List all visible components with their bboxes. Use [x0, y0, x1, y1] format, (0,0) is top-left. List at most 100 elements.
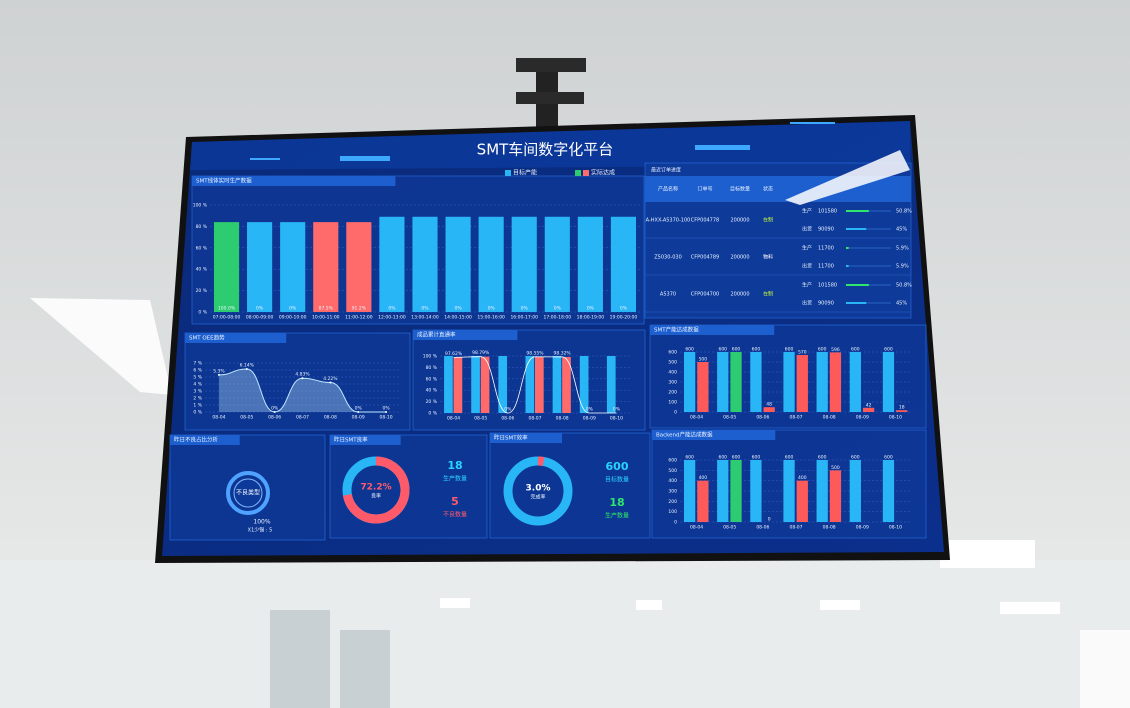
y-tick-label: 0 % — [198, 310, 207, 316]
point — [273, 411, 276, 413]
area — [218, 369, 387, 412]
value-label: 600 — [818, 455, 827, 461]
progress-track — [846, 265, 891, 267]
y-tick-label: 100 % — [423, 354, 438, 360]
center-label: 不良类型 — [236, 489, 260, 497]
value-label: 18 — [899, 405, 905, 411]
bar — [525, 356, 535, 413]
value-label: 42 — [866, 402, 872, 408]
progress-label: 生产 — [802, 245, 812, 252]
x-tick-label: 08-08 — [556, 416, 569, 422]
y-tick-label: 7 % — [193, 361, 202, 367]
bar — [346, 222, 372, 312]
progress-label: 生产 — [802, 208, 812, 215]
x-tick-label: 08-10 — [610, 416, 623, 422]
order-number: CFP004778 — [691, 218, 719, 224]
stat-value: 600 — [606, 460, 629, 473]
panel-title-bar — [652, 430, 776, 440]
y-tick-label: 80 % — [426, 365, 438, 371]
y-tick-label: 500 — [668, 468, 677, 474]
progress-bar — [846, 284, 869, 286]
table-column-header: 目标数量 — [730, 186, 750, 193]
center-value: 3.0% — [526, 484, 551, 494]
value-label: 98.55% — [526, 350, 544, 356]
ceiling-light — [820, 600, 860, 610]
panel-title: 昨日SMT良率 — [334, 436, 368, 444]
x-tick-label: 08-07 — [789, 415, 802, 421]
bar — [882, 352, 895, 412]
value-label: 600 — [851, 455, 860, 461]
value-label: 600 — [718, 455, 727, 461]
bar — [829, 352, 842, 412]
progress-bar — [846, 265, 849, 267]
bar — [862, 407, 875, 412]
status: 在制 — [763, 217, 773, 224]
progress-pct: 45% — [896, 301, 907, 307]
order-number: CFP004700 — [691, 292, 719, 298]
room — [0, 560, 1130, 708]
x-tick-label: 08-04 — [690, 525, 703, 531]
rate-label: 0% — [289, 306, 297, 312]
y-tick-label: 0 — [674, 520, 677, 526]
rate-label: 0% — [587, 306, 595, 312]
value-label: 0% — [383, 406, 391, 412]
x-tick-label: 08-05 — [474, 416, 487, 422]
window — [1080, 630, 1130, 708]
ceiling-light — [636, 600, 662, 610]
table-column-header: 产品名称 — [658, 186, 678, 193]
bar — [796, 355, 808, 412]
rate-label: 0% — [388, 306, 396, 312]
x-tick-label: 08-04 — [212, 415, 225, 421]
value-label: 600 — [685, 455, 694, 461]
x-tick-label: 08-10 — [889, 415, 902, 421]
x-tick-label: 08-09 — [352, 415, 365, 421]
value-label: 400 — [798, 475, 807, 481]
bar — [849, 352, 861, 412]
x-tick-label: 12:00-13:00 — [378, 315, 406, 321]
progress-bar — [846, 247, 849, 249]
x-tick-label: 08-05 — [723, 525, 736, 531]
value-label: 0 — [768, 517, 771, 523]
y-tick-label: 60 % — [196, 245, 208, 251]
progress-pct: 50.8% — [896, 209, 912, 215]
status: 物料 — [763, 254, 773, 261]
progress-pct: 5.9% — [896, 246, 909, 252]
progress-count: 101580 — [818, 283, 837, 289]
x-tick-label: 08-05 — [240, 415, 253, 421]
y-tick-label: 40 % — [426, 388, 438, 394]
y-tick-label: 0 % — [193, 410, 202, 416]
ring-value — [226, 471, 270, 515]
panel-title: 昨日SMT效率 — [494, 434, 528, 442]
stat-label: 生产数量 — [605, 512, 629, 520]
x-tick-label: 10:00-11:00 — [312, 315, 340, 321]
center-label: 良率 — [371, 493, 381, 500]
rate-label: 100.0% — [218, 306, 236, 312]
y-tick-label: 2 % — [193, 396, 202, 402]
rate-label: 0% — [421, 306, 429, 312]
y-tick-label: 6 % — [193, 368, 202, 374]
x-tick-label: 19:00-20:00 — [610, 315, 638, 321]
rate-label: 0% — [488, 306, 496, 312]
panel-title-bar — [170, 435, 240, 445]
rate-label: 0% — [620, 306, 628, 312]
dashboard-title: SMT车间数字化平台 — [477, 141, 614, 159]
value-label: 0% — [586, 407, 594, 413]
value-label: 570 — [798, 350, 807, 356]
value-label: 600 — [732, 347, 741, 353]
category-label: X1少锡 : 5 — [248, 527, 273, 534]
x-tick-label: 17:00-18:00 — [544, 315, 572, 321]
panel-title-bar — [413, 330, 518, 340]
stat-value: 18 — [609, 496, 624, 509]
progress-track — [846, 228, 891, 230]
panel — [184, 332, 411, 431]
point — [245, 368, 248, 371]
bar — [730, 352, 742, 412]
y-tick-label: 4 % — [193, 382, 202, 388]
x-tick-label: 07:00-08:00 — [213, 315, 241, 321]
x-tick-label: 08-09 — [856, 525, 869, 531]
point — [301, 377, 304, 380]
progress-count: 11700 — [818, 246, 834, 252]
product-name: Z5030-030 — [654, 255, 682, 261]
bar — [544, 216, 570, 312]
bar — [247, 222, 273, 312]
